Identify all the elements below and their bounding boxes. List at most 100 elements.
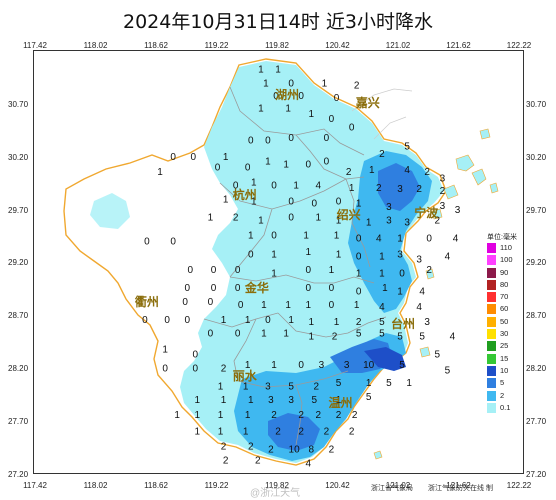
station-value: 2 <box>275 427 281 438</box>
legend-item: 10 <box>487 365 523 377</box>
station-value: 1 <box>263 78 269 89</box>
legend-item: 110 <box>487 242 523 254</box>
station-value: 1 <box>334 230 340 241</box>
station-value: 0 <box>188 265 194 276</box>
station-value: 0 <box>248 135 254 146</box>
lat-tick-label: 27.20 <box>526 469 547 479</box>
station-value: 2 <box>336 410 342 421</box>
station-value: 2 <box>271 410 277 421</box>
legend-item: 60 <box>487 303 523 315</box>
station-value: 1 <box>243 427 249 438</box>
legend-item: 15 <box>487 353 523 365</box>
station-value: 0 <box>324 156 330 167</box>
station-value: 0 <box>235 283 241 294</box>
legend-label: 30 <box>500 329 509 339</box>
station-value: 5 <box>445 366 451 377</box>
station-value: 2 <box>329 445 335 456</box>
station-value: 5 <box>397 332 403 343</box>
lon-tick-label: 121.02 <box>385 481 411 490</box>
footer-agency: 浙江省气象局 <box>371 485 413 492</box>
legend-label: 15 <box>500 353 509 363</box>
station-value: 3 <box>397 249 403 260</box>
station-value: 2 <box>298 427 304 438</box>
station-value: 0 <box>306 160 312 171</box>
lat-tick-label: 29.70 <box>526 205 547 215</box>
lon-tick-label: 120.42 <box>325 481 350 490</box>
legend-swatch <box>487 329 496 340</box>
weibo-watermark: @浙江天气 <box>250 488 301 499</box>
legend-swatch <box>487 279 496 290</box>
station-value: 1 <box>336 395 342 406</box>
station-value: 2 <box>221 363 227 374</box>
lat-tick-label: 28.70 <box>526 311 547 321</box>
station-value: 1 <box>271 268 277 279</box>
lon-tick-label: 122.22 <box>506 41 532 50</box>
station-value: 4 <box>416 302 422 313</box>
lat-tick-label: 30.70 <box>8 100 29 109</box>
lon-tick-label: 118.02 <box>83 41 108 50</box>
station-value: 0 <box>208 297 214 308</box>
station-value: 0 <box>288 212 294 223</box>
legend-item: 5 <box>487 377 523 389</box>
legend-swatch <box>487 243 496 253</box>
lat-tick-label: 27.70 <box>8 416 29 426</box>
station-value: 4 <box>453 234 459 245</box>
station-value: 5 <box>312 395 318 406</box>
station-value: 1 <box>306 247 312 258</box>
station-value: 3 <box>386 202 392 213</box>
station-value: 1 <box>382 283 388 294</box>
station-value: 1 <box>336 249 342 260</box>
station-value: 5 <box>386 378 392 389</box>
legend-swatch <box>487 304 496 315</box>
station-value: 1 <box>285 300 291 311</box>
station-value: 2 <box>268 445 274 456</box>
station-value: 1 <box>162 344 168 355</box>
lat-tick-label: 30.70 <box>526 100 547 109</box>
station-value: 0 <box>356 252 362 263</box>
station-value: 1 <box>309 317 315 328</box>
station-value: 1 <box>366 378 372 389</box>
lat-tick-label: 28.20 <box>526 364 547 373</box>
station-value: 2 <box>352 410 358 421</box>
station-value: 3 <box>455 205 461 216</box>
station-value: 1 <box>283 329 289 340</box>
legend-item: 90 <box>487 267 523 279</box>
station-value: 1 <box>334 317 340 328</box>
city-label: 衢州 <box>134 295 159 310</box>
station-value: 5 <box>356 329 362 340</box>
lon-tick-label: 120.42 <box>325 41 350 50</box>
station-value: 0 <box>329 300 335 311</box>
lat-tick-label: 28.70 <box>8 311 29 321</box>
city-label: 丽水 <box>232 369 257 384</box>
station-value: 1 <box>293 181 299 192</box>
station-value: 0 <box>356 234 362 245</box>
legend-item: 50 <box>487 316 523 328</box>
map-title: 2024年10月31日14时 近3小时降水 <box>122 11 433 33</box>
station-value: 4 <box>306 458 312 469</box>
legend-item: 100 <box>487 254 523 266</box>
station-value: 1 <box>218 427 224 438</box>
station-value: 0 <box>248 249 254 260</box>
station-value: 0 <box>288 133 294 144</box>
city-label: 绍兴 <box>336 207 361 222</box>
station-value: 2 <box>424 167 430 178</box>
station-value: 1 <box>288 315 294 326</box>
station-value: 4 <box>379 302 385 313</box>
station-value: 2 <box>376 183 382 194</box>
station-value: 1 <box>248 395 254 406</box>
station-value: 10 <box>363 360 375 371</box>
station-value: 1 <box>221 315 227 326</box>
station-value: 0 <box>211 265 217 276</box>
station-value: 0 <box>185 283 191 294</box>
station-value: 0 <box>235 265 241 276</box>
station-value: 2 <box>354 80 360 91</box>
station-value: 1 <box>285 104 291 115</box>
legend-swatch <box>487 365 496 376</box>
station-value: 1 <box>354 300 360 311</box>
station-value: 2 <box>426 265 432 276</box>
station-value: 1 <box>243 381 249 392</box>
station-value: 1 <box>218 410 224 421</box>
station-value: 0 <box>288 78 294 89</box>
legend-label: 110 <box>500 243 512 252</box>
